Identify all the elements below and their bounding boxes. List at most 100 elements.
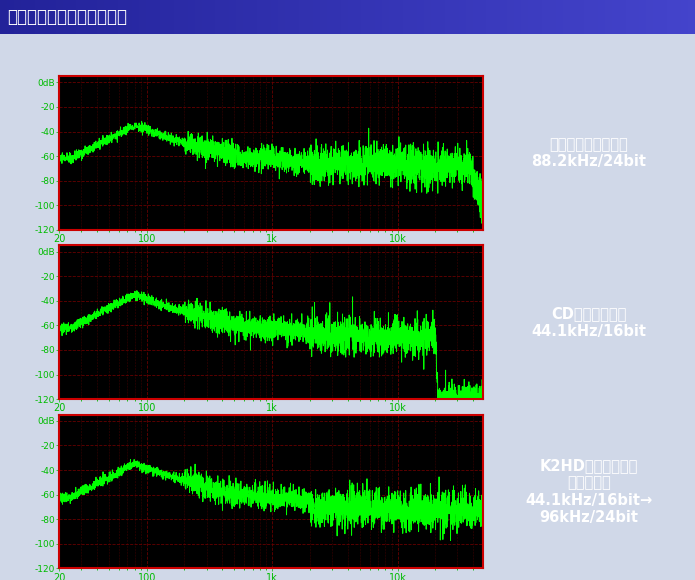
Bar: [473, 0, 480, 34]
Bar: [299, 0, 306, 34]
Bar: [646, 0, 653, 34]
Bar: [306, 0, 313, 34]
Bar: [271, 0, 278, 34]
Bar: [612, 0, 619, 34]
Bar: [181, 0, 188, 34]
Text: K2HDプロセッサー
による変換
44.1kHz/16bit→
96kHz/24bit: K2HDプロセッサー による変換 44.1kHz/16bit→ 96kHz/24…: [525, 458, 653, 525]
Bar: [466, 0, 473, 34]
Bar: [229, 0, 236, 34]
Bar: [264, 0, 271, 34]
Bar: [570, 0, 577, 34]
Bar: [639, 0, 646, 34]
Bar: [327, 0, 334, 34]
Bar: [334, 0, 341, 34]
Bar: [410, 0, 417, 34]
Bar: [14, 0, 21, 34]
Bar: [459, 0, 466, 34]
Text: 各音楽信号のスペクトラム: 各音楽信号のスペクトラム: [7, 8, 127, 26]
Bar: [542, 0, 549, 34]
Bar: [417, 0, 424, 34]
Bar: [42, 0, 49, 34]
Text: CDフォーマット
44.1kHz/16bit: CDフォーマット 44.1kHz/16bit: [532, 306, 646, 339]
Bar: [90, 0, 97, 34]
Bar: [97, 0, 104, 34]
Bar: [243, 0, 250, 34]
Bar: [195, 0, 202, 34]
Bar: [584, 0, 591, 34]
Bar: [368, 0, 375, 34]
Bar: [626, 0, 632, 34]
Bar: [667, 0, 674, 34]
Bar: [257, 0, 264, 34]
Bar: [285, 0, 292, 34]
Bar: [403, 0, 410, 34]
Bar: [500, 0, 507, 34]
Bar: [208, 0, 215, 34]
Bar: [174, 0, 181, 34]
Bar: [528, 0, 535, 34]
Bar: [278, 0, 285, 34]
Bar: [222, 0, 229, 34]
Bar: [0, 0, 7, 34]
Bar: [56, 0, 63, 34]
Bar: [21, 0, 28, 34]
Bar: [361, 0, 368, 34]
Bar: [354, 0, 361, 34]
Bar: [619, 0, 626, 34]
Bar: [348, 0, 354, 34]
Bar: [146, 0, 153, 34]
Bar: [424, 0, 431, 34]
Bar: [431, 0, 438, 34]
Bar: [598, 0, 605, 34]
Bar: [389, 0, 396, 34]
Bar: [556, 0, 563, 34]
Bar: [188, 0, 195, 34]
Bar: [7, 0, 14, 34]
Bar: [375, 0, 382, 34]
Bar: [605, 0, 612, 34]
Bar: [160, 0, 167, 34]
Bar: [445, 0, 452, 34]
Bar: [28, 0, 35, 34]
Bar: [438, 0, 445, 34]
Bar: [452, 0, 459, 34]
Bar: [535, 0, 542, 34]
Bar: [396, 0, 403, 34]
Bar: [153, 0, 160, 34]
Bar: [549, 0, 556, 34]
Bar: [35, 0, 42, 34]
Bar: [486, 0, 493, 34]
Bar: [563, 0, 570, 34]
Bar: [202, 0, 208, 34]
Bar: [577, 0, 584, 34]
Bar: [521, 0, 528, 34]
Bar: [125, 0, 132, 34]
Bar: [688, 0, 695, 34]
Bar: [83, 0, 90, 34]
Bar: [76, 0, 83, 34]
Bar: [313, 0, 320, 34]
Bar: [111, 0, 118, 34]
Bar: [292, 0, 299, 34]
Bar: [139, 0, 146, 34]
Text: オリジナルマスター
88.2kHz/24bit: オリジナルマスター 88.2kHz/24bit: [532, 137, 646, 169]
Bar: [653, 0, 660, 34]
Bar: [507, 0, 514, 34]
Bar: [49, 0, 56, 34]
Bar: [250, 0, 257, 34]
Bar: [660, 0, 667, 34]
Bar: [514, 0, 521, 34]
Bar: [341, 0, 348, 34]
Bar: [493, 0, 500, 34]
Bar: [480, 0, 486, 34]
Bar: [63, 0, 70, 34]
Bar: [132, 0, 139, 34]
Bar: [104, 0, 111, 34]
Bar: [215, 0, 222, 34]
Bar: [118, 0, 125, 34]
Bar: [70, 0, 76, 34]
Bar: [236, 0, 243, 34]
Bar: [632, 0, 639, 34]
Bar: [382, 0, 389, 34]
Bar: [591, 0, 598, 34]
